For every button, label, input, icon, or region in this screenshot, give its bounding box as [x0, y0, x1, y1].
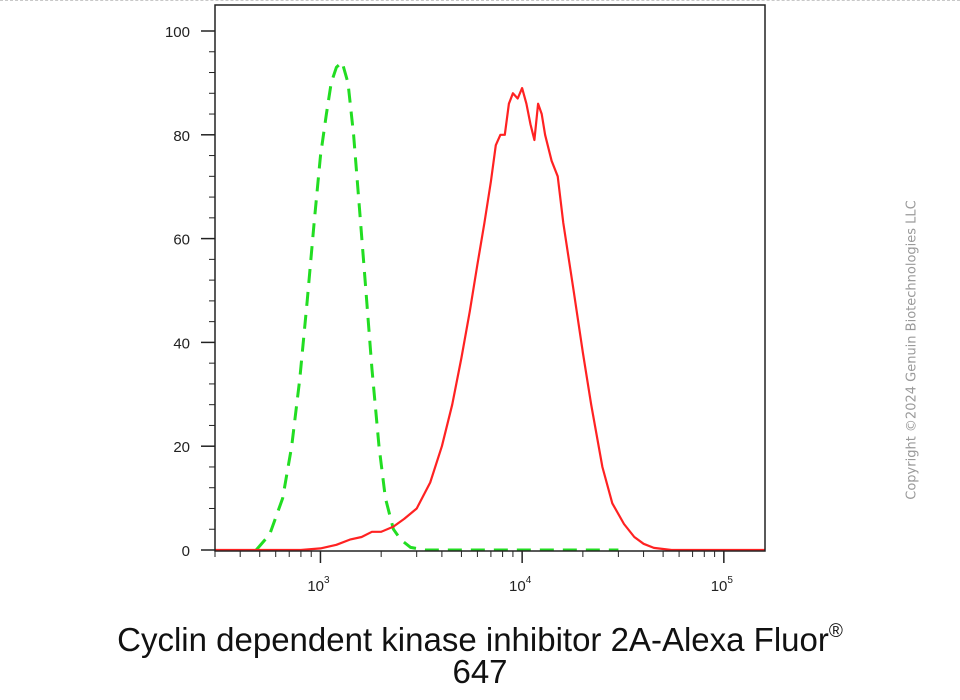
x-tick-label: 104 — [509, 575, 532, 595]
y-tick-label: 100 — [165, 24, 190, 41]
histogram-plot: 0 20 40 60 80 100 103 104 105 — [165, 4, 766, 595]
y-tick-label: 40 — [173, 335, 190, 352]
series-line-control — [255, 60, 619, 552]
x-axis-label: Cyclin dependent kinase inhibitor 2A-Ale… — [117, 621, 843, 658]
y-tick-label: 60 — [173, 232, 190, 249]
x-tick-label: 105 — [711, 575, 734, 595]
x-axis-label-line2: 647 — [452, 653, 508, 690]
y-tick-label: 20 — [173, 439, 190, 456]
series-line-sample — [215, 87, 765, 552]
x-tick-label: 103 — [307, 575, 330, 595]
y-tick-label: 80 — [173, 128, 190, 145]
plot-frame — [214, 4, 766, 552]
y-tick-label: 0 — [182, 543, 190, 560]
